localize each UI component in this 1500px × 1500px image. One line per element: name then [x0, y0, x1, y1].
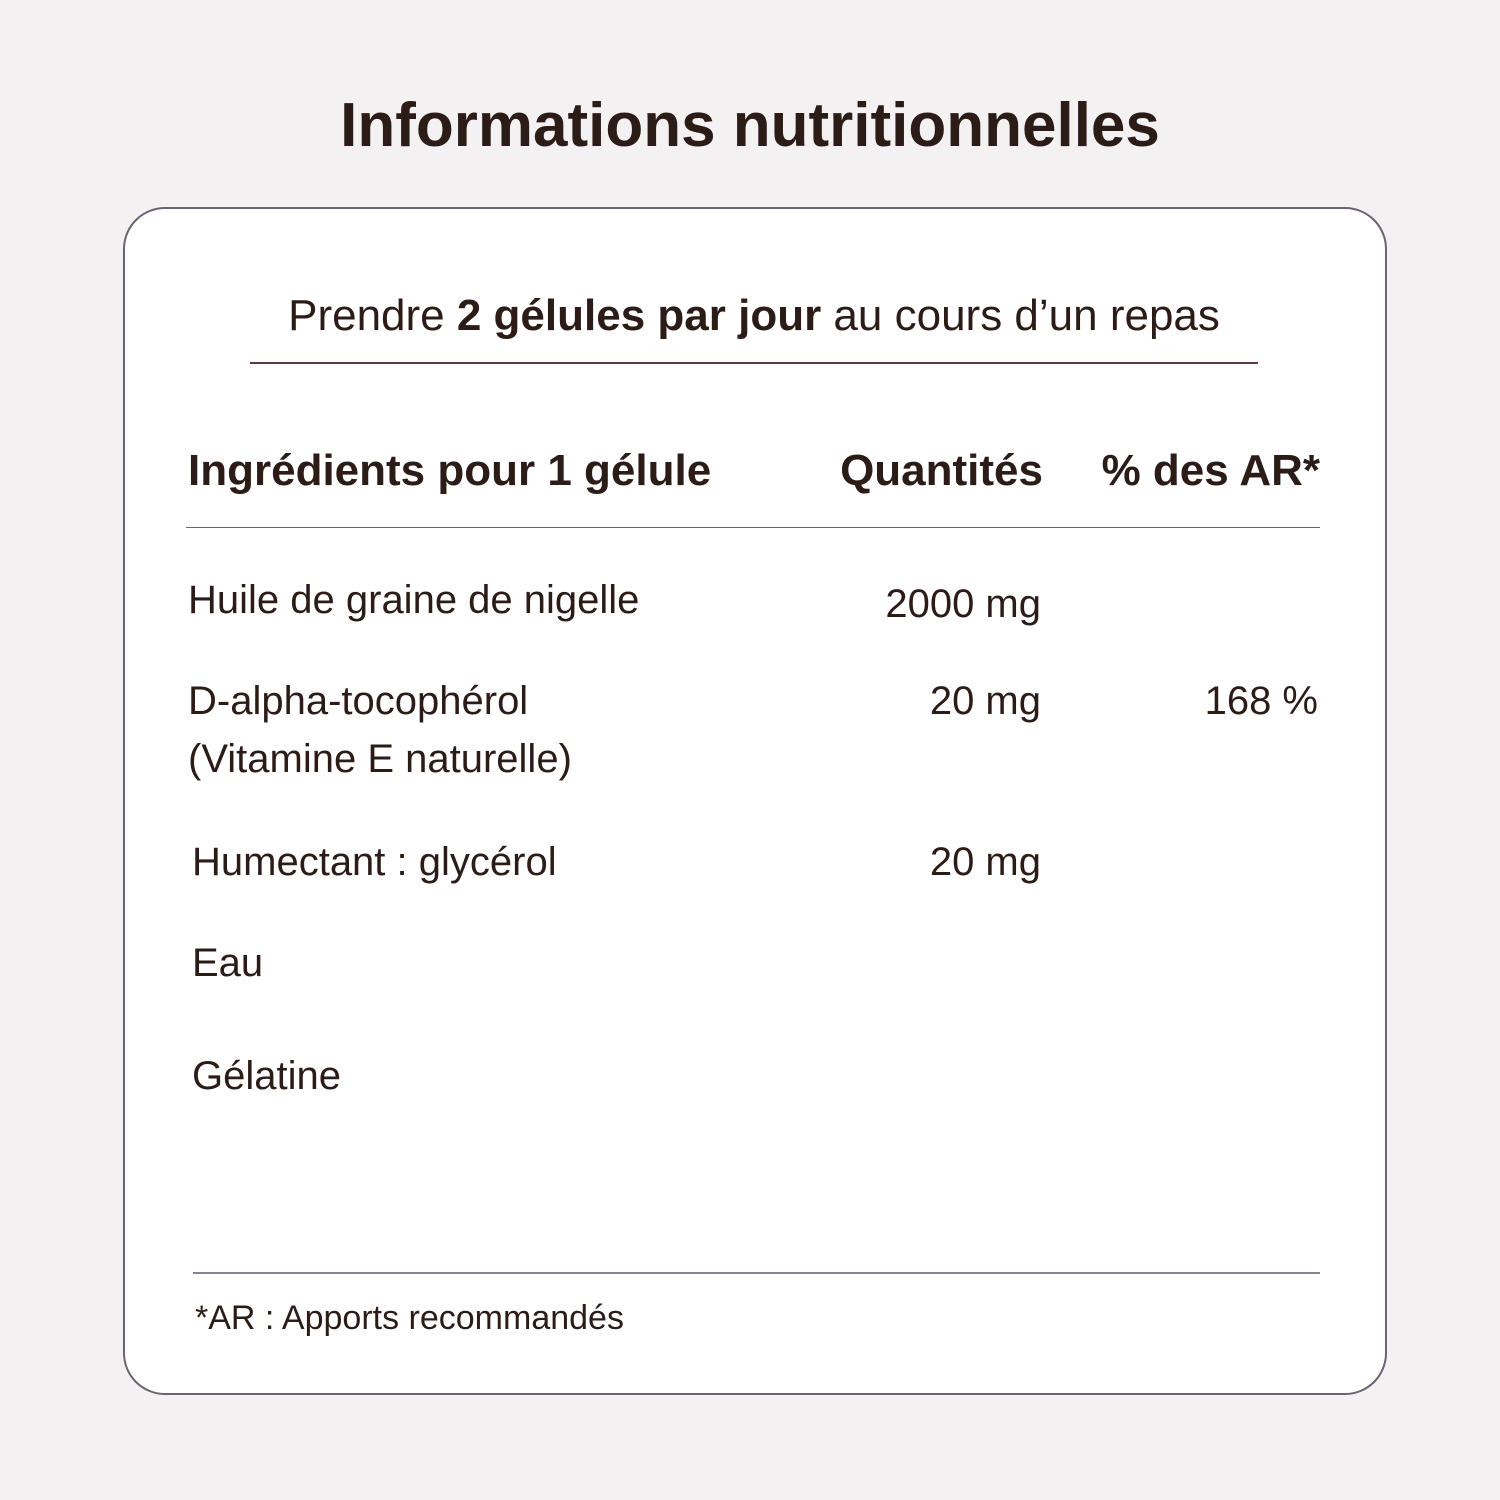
ingredient-ar: 168 % [1204, 679, 1318, 723]
ingredient-name: D-alpha-tocophérol [188, 679, 529, 723]
header-ingredients: Ingrédients pour 1 gélule [188, 446, 712, 495]
instruction-text-end: au cours d’un repas [821, 291, 1220, 340]
header-divider [186, 527, 1320, 528]
page-title: Informations nutritionnelles [340, 91, 1160, 160]
ingredient-name-detail: (Vitamine E naturelle) [188, 737, 572, 781]
ingredient-quantity: 2000 mg [885, 582, 1041, 626]
nutrition-card [123, 207, 1387, 1395]
instruction-dose: 2 gélules par jour [456, 291, 822, 340]
ingredient-name: Huile de graine de nigelle [188, 578, 640, 622]
instruction-divider [250, 362, 1258, 364]
header-quantities: Quantités [840, 446, 1043, 495]
ingredient-quantity: 20 mg [929, 679, 1041, 723]
header-ar: % des AR* [1101, 446, 1320, 495]
footnote: *AR : Apports recommandés [195, 1299, 624, 1337]
ingredient-name: Gélatine [192, 1054, 341, 1098]
footer-divider [193, 1272, 1320, 1274]
ingredient-quantity: 20 mg [929, 840, 1041, 884]
instruction-text: Prendre [288, 291, 457, 340]
ingredient-name: Humectant : glycérol [192, 840, 557, 884]
dosage-instruction: Prendre 2 gélules par jour au cours d’un… [250, 288, 1258, 344]
ingredient-name: Eau [192, 941, 264, 985]
